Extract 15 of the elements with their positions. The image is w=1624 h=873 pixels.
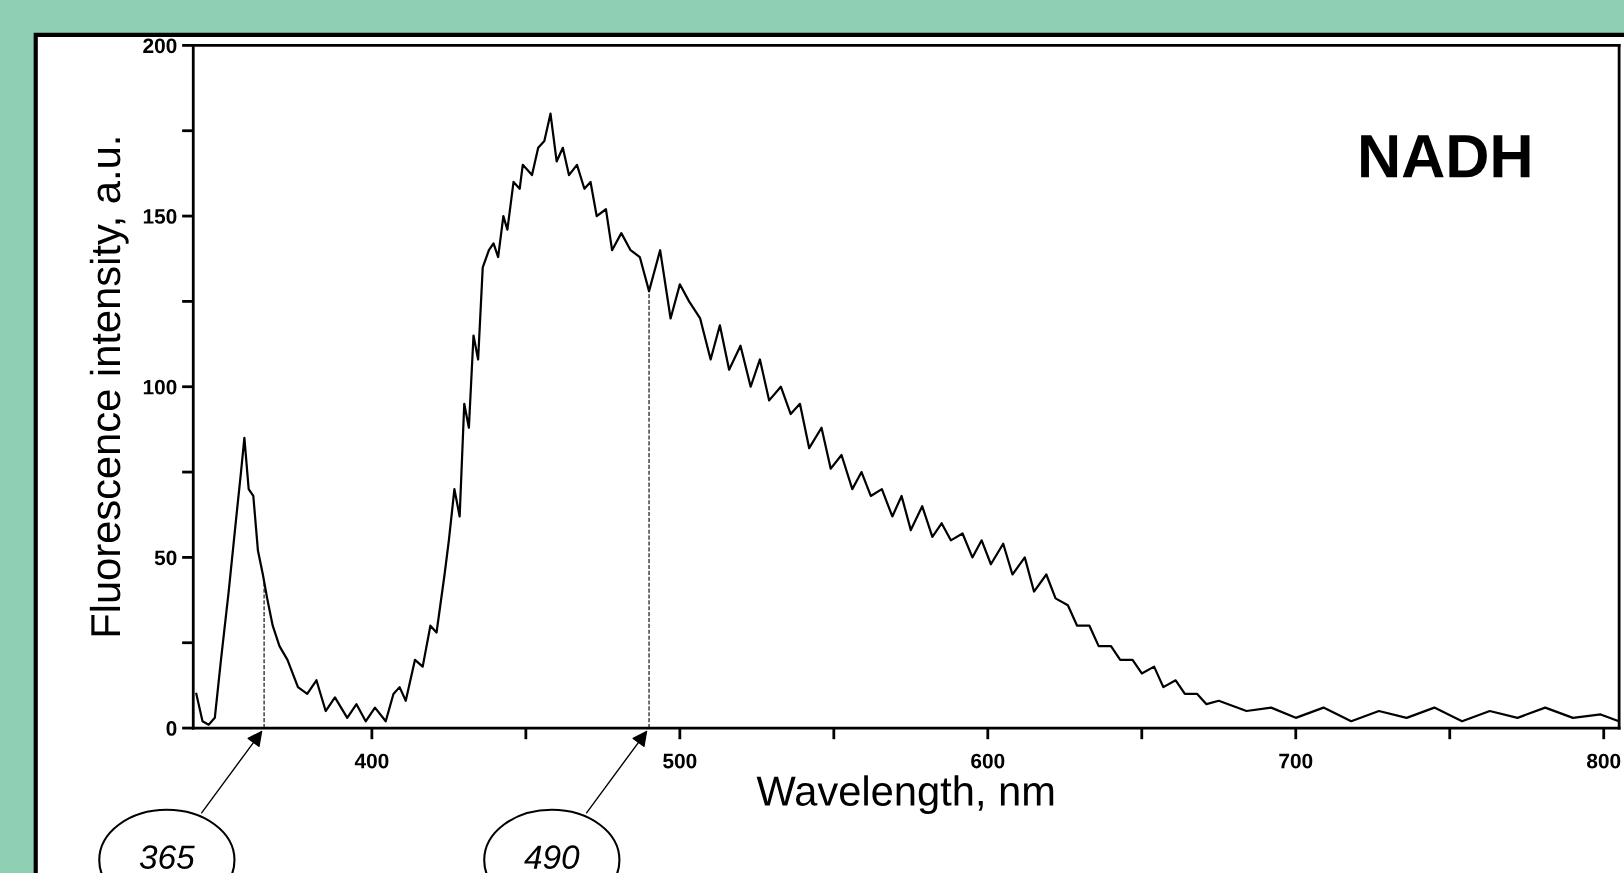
x-tick-label: 600: [971, 753, 1005, 769]
x-tick-label: 800: [1587, 753, 1621, 769]
y-tick-label: 0: [166, 721, 177, 736]
y-tick-label: 150: [143, 209, 177, 224]
y-tick-label: 100: [143, 379, 177, 395]
ref-line-label: 365: [139, 845, 195, 869]
y-tick-label: 50: [154, 550, 177, 566]
ref-line-label: 490: [524, 845, 580, 869]
y-axis-title: Fluorescence intensity, a.u.: [89, 138, 129, 636]
x-tick-label: 500: [663, 753, 697, 769]
x-tick-label: 400: [354, 753, 389, 769]
x-axis-title: Wavelength, nm: [756, 775, 1054, 815]
y-tick-label: 200: [143, 38, 177, 54]
annotation: NADH: [1361, 135, 1530, 178]
x-tick-label: 700: [1279, 753, 1313, 769]
